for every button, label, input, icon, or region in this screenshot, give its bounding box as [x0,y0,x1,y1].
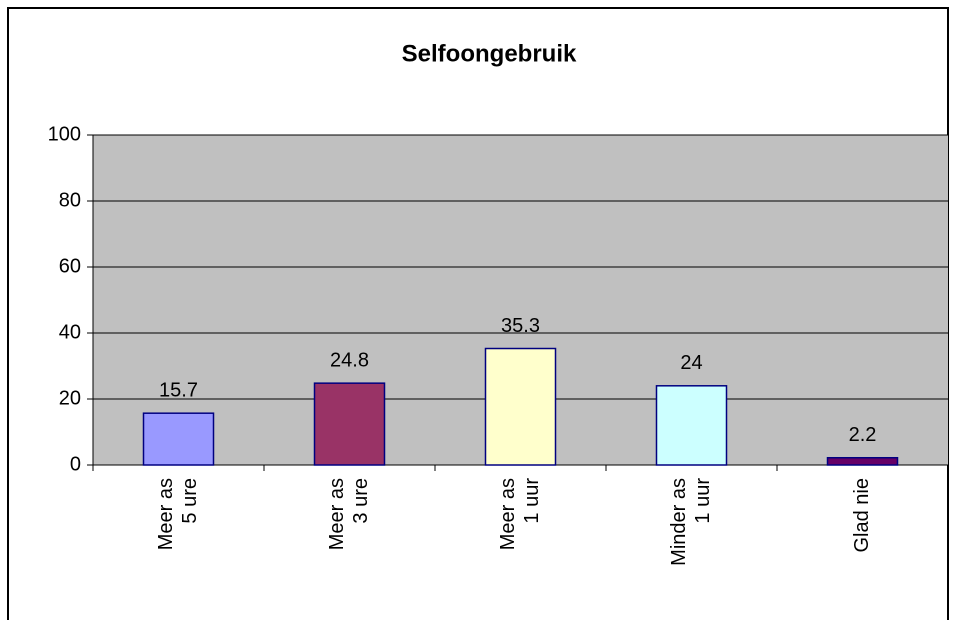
value-label: 24.8 [330,349,369,371]
bar [826,456,899,466]
bar [484,347,557,466]
x-tick-label: 3 ure [350,478,372,524]
x-tick-label: Minder as [668,478,690,566]
y-tick-label: 0 [70,453,81,475]
value-label: 2.2 [849,424,877,446]
value-label: 35.3 [501,315,540,337]
x-tick-label: Meer as [155,478,177,550]
bar [142,412,215,466]
x-tick-label: 1 uur [521,478,543,524]
value-label: 24 [680,352,702,374]
y-tick-label: 80 [59,189,81,211]
x-tick-label: Glad nie [851,478,873,553]
chart-title: Selfoongebruik [402,40,577,67]
value-label: 15.7 [159,379,198,401]
y-tick-label: 40 [59,321,81,343]
bar [655,385,728,466]
x-tick-label: Meer as [326,478,348,550]
x-tick-label: Meer as [497,478,519,550]
y-tick-label: 60 [59,255,81,277]
x-tick-label: 5 ure [179,478,201,524]
bar [313,382,386,466]
x-tick-label: 1 uur [692,478,714,524]
y-tick-label: 20 [59,387,81,409]
y-tick-label: 100 [48,123,81,145]
